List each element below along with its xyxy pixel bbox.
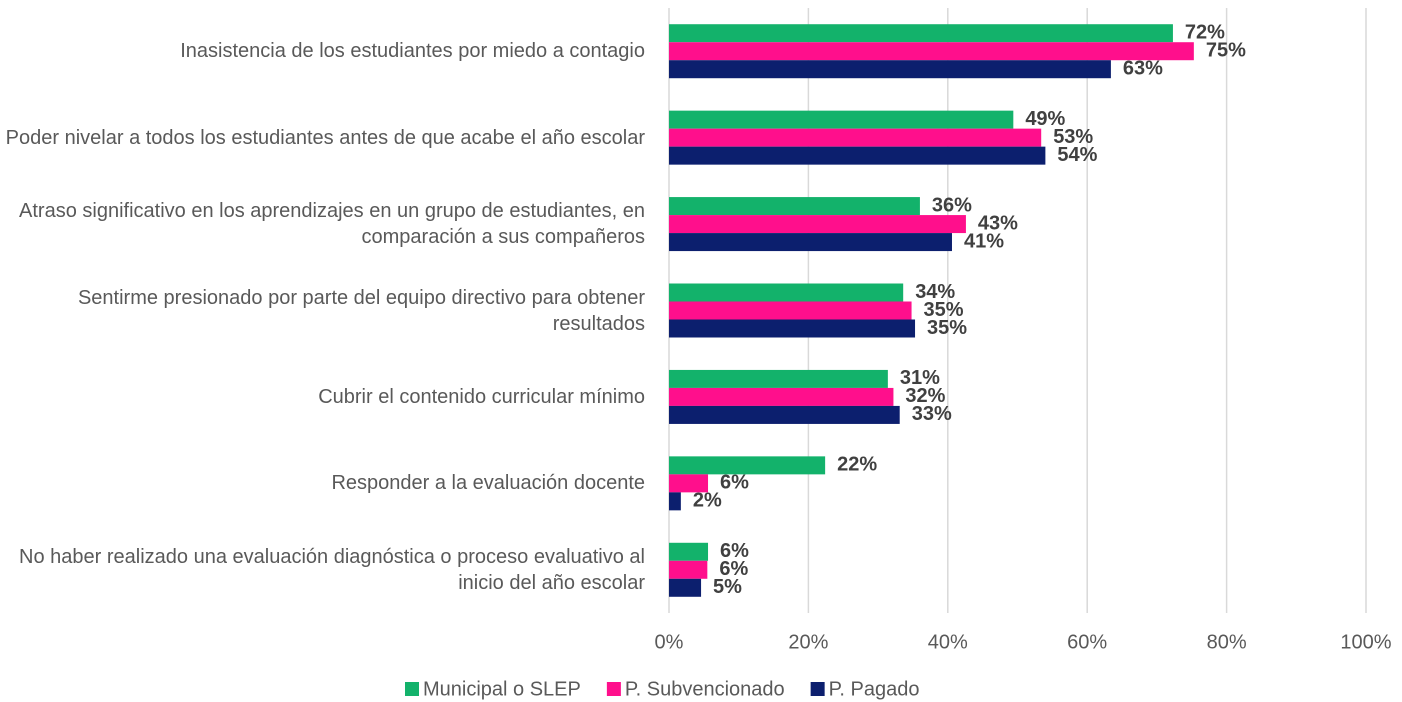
x-tick-label: 80% xyxy=(1207,631,1247,653)
legend-label: Municipal o SLEP xyxy=(423,678,581,700)
data-label: 43% xyxy=(978,212,1018,234)
category-label: Responder a la evaluación docente xyxy=(331,472,645,495)
bar xyxy=(669,128,1042,147)
data-label: 72% xyxy=(1185,21,1225,43)
category-label: Atraso significativo en los aprendizajes… xyxy=(19,200,645,249)
data-label: 49% xyxy=(1025,108,1065,130)
bar xyxy=(669,542,709,561)
data-label: 41% xyxy=(964,230,1004,252)
data-label: 6% xyxy=(720,540,749,562)
data-label: 63% xyxy=(1123,57,1163,79)
legend-label: P. Pagado xyxy=(829,678,920,700)
bar xyxy=(669,578,702,597)
x-tick-label: 60% xyxy=(1067,631,1107,653)
data-label: 6% xyxy=(720,472,749,494)
data-label: 36% xyxy=(932,194,972,216)
data-label: 75% xyxy=(1206,39,1246,61)
bar xyxy=(669,387,894,406)
data-label: 2% xyxy=(693,490,722,512)
data-label: 32% xyxy=(905,385,945,407)
bar xyxy=(669,474,709,493)
bar xyxy=(669,24,1173,43)
bar xyxy=(669,110,1014,129)
data-label: 34% xyxy=(915,281,955,303)
bar xyxy=(669,283,904,302)
category-label: Sentirme presionado por parte del equipo… xyxy=(77,286,645,335)
bar xyxy=(669,456,826,475)
legend-swatch xyxy=(405,682,419,696)
bar xyxy=(669,42,1194,61)
legend-swatch xyxy=(810,682,825,696)
legend-label: P. Subvencionado xyxy=(625,678,785,700)
bar xyxy=(669,60,1111,79)
bar xyxy=(669,560,708,579)
bar xyxy=(669,215,966,234)
data-label: 5% xyxy=(713,576,742,598)
category-label: Poder nivelar a todos los estudiantes an… xyxy=(5,126,645,149)
x-tick-label: 0% xyxy=(655,631,684,653)
data-label: 53% xyxy=(1053,126,1093,148)
x-tick-label: 40% xyxy=(928,631,968,653)
category-label: No haber realizado una evaluación diagnó… xyxy=(19,545,645,594)
data-label: 22% xyxy=(837,454,877,476)
category-label: Cubrir el contenido curricular mínimo xyxy=(318,385,645,408)
bar xyxy=(669,146,1046,165)
data-label: 35% xyxy=(924,299,964,321)
x-tick-label: 20% xyxy=(788,631,828,653)
category-label: Inasistencia de los estudiantes por mied… xyxy=(180,40,645,63)
bar xyxy=(669,197,920,216)
bar xyxy=(669,492,681,511)
legend-swatch xyxy=(606,682,621,696)
data-label: 33% xyxy=(912,403,952,425)
bar xyxy=(669,319,916,338)
data-label: 31% xyxy=(900,367,940,389)
bar xyxy=(669,369,888,388)
data-label: 54% xyxy=(1057,144,1097,166)
x-tick-label: 100% xyxy=(1340,631,1391,653)
data-label: 35% xyxy=(927,317,967,339)
data-label: 6% xyxy=(719,558,748,580)
bar xyxy=(669,301,912,320)
bar xyxy=(669,233,952,252)
bar xyxy=(669,405,900,424)
